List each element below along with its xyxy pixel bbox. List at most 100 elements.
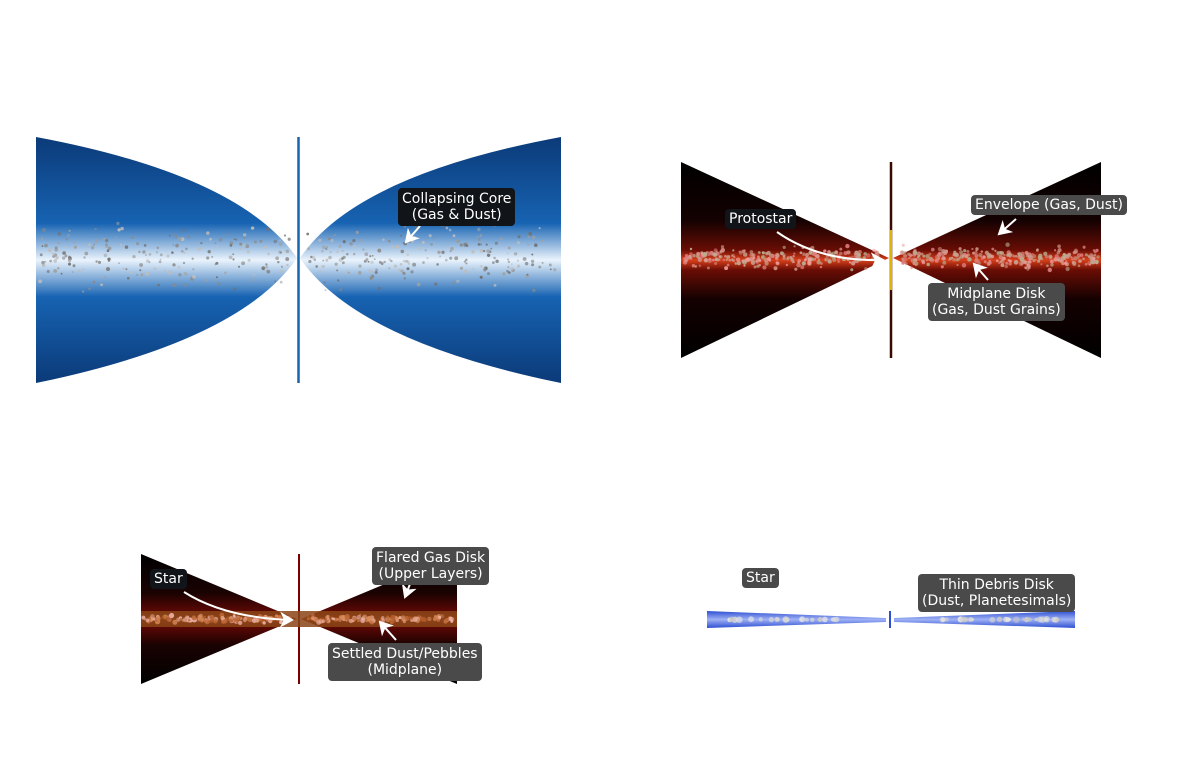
particle	[486, 272, 491, 276]
particle	[711, 258, 715, 262]
particle	[370, 260, 374, 265]
particle	[956, 263, 959, 267]
particle	[107, 257, 111, 261]
particle	[207, 250, 211, 254]
particle	[407, 262, 410, 265]
particle	[479, 275, 483, 279]
particle	[283, 234, 287, 237]
particle	[937, 246, 943, 252]
particle	[724, 266, 729, 271]
particle	[959, 250, 964, 255]
envelope-label-arrow	[997, 218, 1017, 236]
particle	[702, 252, 708, 257]
particle	[153, 267, 157, 271]
particle	[863, 252, 867, 256]
particle	[338, 258, 343, 262]
particle	[238, 265, 240, 268]
particle	[62, 251, 66, 255]
particle	[339, 288, 342, 291]
particle	[161, 615, 165, 619]
particle	[338, 244, 342, 248]
particle	[402, 259, 406, 263]
particle	[261, 266, 266, 271]
particle	[67, 233, 70, 237]
particle	[866, 253, 871, 258]
particle	[326, 614, 330, 619]
particle	[968, 617, 974, 622]
particle	[444, 258, 448, 262]
particle	[323, 281, 326, 284]
particle	[307, 247, 311, 251]
particle	[68, 229, 71, 232]
particle	[100, 283, 103, 287]
particle	[941, 256, 946, 261]
particle	[148, 253, 152, 256]
particle	[159, 258, 162, 261]
particle	[912, 257, 916, 260]
particle	[986, 255, 991, 259]
particle	[722, 258, 726, 262]
particle	[719, 250, 722, 253]
particle	[465, 262, 468, 265]
particle	[729, 616, 735, 623]
particle	[183, 251, 186, 254]
particle	[406, 253, 410, 256]
particle	[805, 256, 809, 260]
particle	[265, 263, 268, 266]
particle	[513, 252, 518, 256]
label-star: Star	[150, 569, 187, 589]
particle	[138, 250, 141, 254]
particle	[493, 283, 497, 287]
particle	[510, 267, 514, 271]
particle	[817, 617, 823, 623]
particle	[749, 250, 754, 254]
particle	[239, 242, 243, 246]
particle	[1008, 262, 1012, 266]
particle	[908, 256, 912, 260]
particle	[156, 616, 161, 621]
particle	[341, 261, 345, 265]
particle	[87, 242, 91, 247]
particle	[402, 271, 406, 275]
particle	[140, 273, 144, 277]
particle	[242, 617, 247, 622]
particle	[517, 235, 521, 239]
particle	[775, 261, 779, 265]
particle	[68, 262, 71, 266]
particle	[1032, 254, 1037, 258]
particle	[60, 272, 63, 275]
particle	[984, 250, 989, 255]
particle	[164, 616, 169, 621]
particle	[224, 271, 227, 275]
particle	[549, 268, 552, 271]
particle	[250, 226, 255, 230]
particle	[61, 256, 66, 260]
particle	[486, 249, 491, 253]
particle	[332, 617, 336, 621]
particle	[49, 259, 52, 263]
particle	[187, 235, 191, 239]
particle	[1092, 249, 1096, 252]
particle	[978, 252, 983, 258]
particle	[273, 239, 278, 244]
flared-label-arrow	[401, 582, 417, 599]
particle	[526, 234, 529, 237]
particle	[280, 269, 284, 273]
particle	[827, 260, 831, 264]
particle	[1044, 617, 1049, 622]
particle	[172, 263, 176, 267]
particle	[904, 257, 908, 262]
particle	[164, 270, 167, 273]
particle	[988, 261, 992, 265]
particle	[845, 243, 850, 249]
particle	[395, 245, 400, 249]
particle	[696, 251, 701, 257]
protostar-dust-particles	[682, 242, 1100, 273]
particle	[768, 616, 775, 623]
particle	[445, 617, 449, 622]
particle	[129, 271, 133, 275]
particle	[175, 236, 178, 239]
particle	[84, 251, 89, 256]
particle	[980, 266, 983, 269]
particle	[228, 255, 233, 260]
